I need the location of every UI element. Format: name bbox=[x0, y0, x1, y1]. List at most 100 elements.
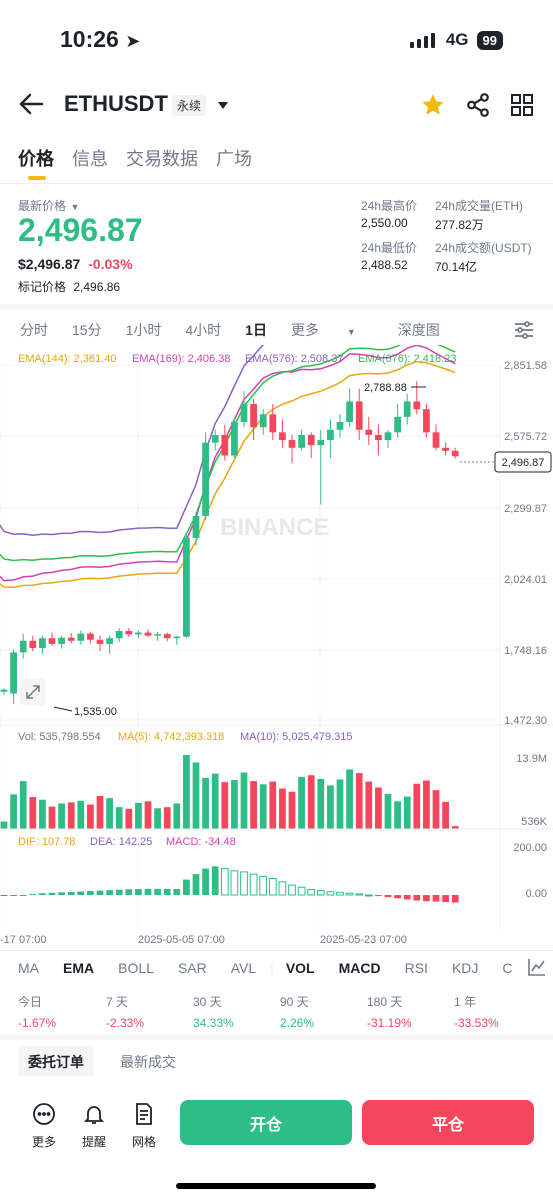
last-price-label[interactable]: 最新价格 ▼ bbox=[18, 199, 80, 213]
macd-tick: 0.00 bbox=[526, 888, 547, 900]
tab-latest-trades[interactable]: 最新成交 bbox=[120, 1054, 176, 1070]
macd-bar bbox=[87, 891, 94, 895]
interval-1d[interactable]: 1日 bbox=[245, 322, 267, 338]
ema-144-label: EMA(144): 2,361.40 bbox=[18, 353, 116, 365]
chart-divider bbox=[0, 950, 553, 951]
ema-144-line bbox=[0, 360, 456, 588]
expand-chart-icon[interactable] bbox=[20, 679, 46, 705]
share-icon[interactable] bbox=[465, 92, 491, 123]
grid-doc-icon bbox=[136, 1103, 152, 1125]
volume-bar bbox=[192, 762, 200, 829]
kline-chart[interactable]: BINANCE EMA(144): 2,361.40 EMA(169): 2,4… bbox=[0, 345, 553, 950]
interval-4h[interactable]: 4小时 bbox=[185, 322, 222, 338]
volume-label: Vol: 535,798.554 bbox=[18, 731, 101, 743]
ema-legend: EMA(144): 2,361.40 EMA(169): 2,406.38 EM… bbox=[18, 353, 456, 365]
volume-bar bbox=[221, 782, 229, 829]
price-change: -0.03% bbox=[88, 256, 133, 272]
indicator-vol[interactable]: VOL bbox=[285, 960, 315, 976]
macd-bar bbox=[375, 895, 382, 897]
macd-bar bbox=[173, 889, 181, 895]
indicator-macd[interactable]: MACD bbox=[338, 960, 381, 976]
candle-body bbox=[135, 632, 142, 635]
macd-bar bbox=[125, 889, 133, 895]
depth-chart-tab[interactable]: 深度图 bbox=[397, 322, 440, 338]
close-position-button[interactable]: 平仓 bbox=[362, 1100, 534, 1145]
candle-body bbox=[317, 440, 325, 446]
volume-usdt-value: 70.14亿 bbox=[435, 260, 478, 274]
macd-bar bbox=[403, 895, 411, 900]
volume-legend: Vol: 535,798.554 MA(5): 4,742,393.318 MA… bbox=[18, 731, 353, 743]
candle-body bbox=[58, 637, 65, 644]
macd-bar bbox=[192, 874, 200, 895]
candles bbox=[0, 381, 459, 704]
candle-body bbox=[202, 442, 209, 516]
indicator-c[interactable]: C bbox=[502, 960, 513, 976]
more-label: 更多 bbox=[31, 1135, 56, 1149]
indicator-ema[interactable]: EMA bbox=[63, 960, 95, 976]
candle-body bbox=[259, 414, 267, 428]
grid-layout-icon[interactable] bbox=[510, 93, 534, 122]
candle-body bbox=[365, 429, 373, 435]
candle-body bbox=[279, 432, 286, 441]
y-tick: 2,575.72 bbox=[504, 431, 547, 443]
indicator-ma[interactable]: MA bbox=[18, 960, 39, 976]
grid-label: 网格 bbox=[131, 1135, 156, 1149]
indicator-kdj[interactable]: KDJ bbox=[451, 960, 479, 976]
tab-square[interactable]: 广场 bbox=[216, 149, 252, 169]
indicator-rsi[interactable]: RSI bbox=[404, 960, 428, 976]
interval-timeline[interactable]: 分时 bbox=[20, 322, 48, 338]
tab-open-orders[interactable]: 委托订单 bbox=[18, 1046, 94, 1076]
candle-body bbox=[163, 634, 171, 639]
indicator-sar[interactable]: SAR bbox=[177, 960, 207, 976]
macd-bar bbox=[336, 891, 344, 896]
back-arrow-icon bbox=[19, 93, 44, 115]
candle-body bbox=[336, 422, 344, 430]
macd-histogram bbox=[0, 866, 459, 903]
volume-bar bbox=[327, 785, 334, 829]
alert-button[interactable]: 提醒 bbox=[74, 1102, 114, 1150]
candle-body bbox=[451, 450, 459, 457]
interval-1h[interactable]: 1小时 bbox=[125, 322, 162, 338]
volume-bar bbox=[269, 781, 277, 829]
status-time: 10:26 ➤ bbox=[60, 26, 140, 53]
macd-bar bbox=[413, 895, 421, 901]
symbol-dropdown-icon[interactable] bbox=[217, 98, 229, 116]
tab-info[interactable]: 信息 bbox=[72, 149, 108, 169]
volume-bar bbox=[77, 800, 85, 829]
time-axis: -17 07:00 2025-05-05 07:00 2025-05-23 07… bbox=[0, 934, 407, 946]
indicator-avl[interactable]: AVL bbox=[230, 960, 257, 976]
grid-button[interactable]: 网格 bbox=[124, 1102, 164, 1150]
candle-body bbox=[67, 637, 75, 641]
volume-bar bbox=[115, 807, 123, 829]
candle-body bbox=[346, 401, 353, 423]
chart-settings-icon[interactable] bbox=[513, 320, 535, 345]
indicator-boll[interactable]: BOLL bbox=[118, 960, 154, 976]
volume-eth-label: 24h成交量(ETH) bbox=[435, 199, 524, 213]
indicator-settings-icon[interactable] bbox=[523, 957, 547, 982]
candle-body bbox=[403, 401, 411, 417]
interval-15m[interactable]: 15分 bbox=[72, 322, 102, 338]
volume-bar bbox=[250, 781, 257, 829]
symbol-title[interactable]: ETHUSDT bbox=[64, 91, 168, 116]
favorite-star-icon[interactable] bbox=[420, 92, 446, 123]
current-price-label: 2,496.87 bbox=[502, 457, 545, 469]
volume-max-tick: 13.9M bbox=[516, 753, 547, 765]
volume-bar bbox=[173, 803, 181, 829]
tab-trading-data[interactable]: 交易数据 bbox=[126, 149, 198, 169]
usd-price: $2,496.87 -0.03% bbox=[18, 256, 133, 272]
open-position-button[interactable]: 开仓 bbox=[180, 1100, 352, 1145]
volume-bar bbox=[202, 777, 209, 829]
interval-more[interactable]: 更多 ▼ bbox=[290, 322, 356, 338]
header-divider bbox=[0, 183, 553, 184]
back-button[interactable] bbox=[18, 92, 44, 121]
cellular-signal-icon bbox=[409, 33, 435, 48]
more-button[interactable]: 更多 bbox=[24, 1102, 64, 1150]
indicator-tabs: MA EMA BOLL SAR AVL | VOL MACD RSI KDJ C bbox=[18, 960, 537, 976]
macd-bar bbox=[394, 895, 401, 899]
candle-body bbox=[355, 401, 363, 430]
volume-bar bbox=[288, 791, 296, 829]
candle-body bbox=[106, 638, 113, 644]
ema-676-line bbox=[0, 345, 456, 562]
macd-bar bbox=[202, 868, 209, 895]
tab-price[interactable]: 价格 bbox=[18, 149, 54, 169]
